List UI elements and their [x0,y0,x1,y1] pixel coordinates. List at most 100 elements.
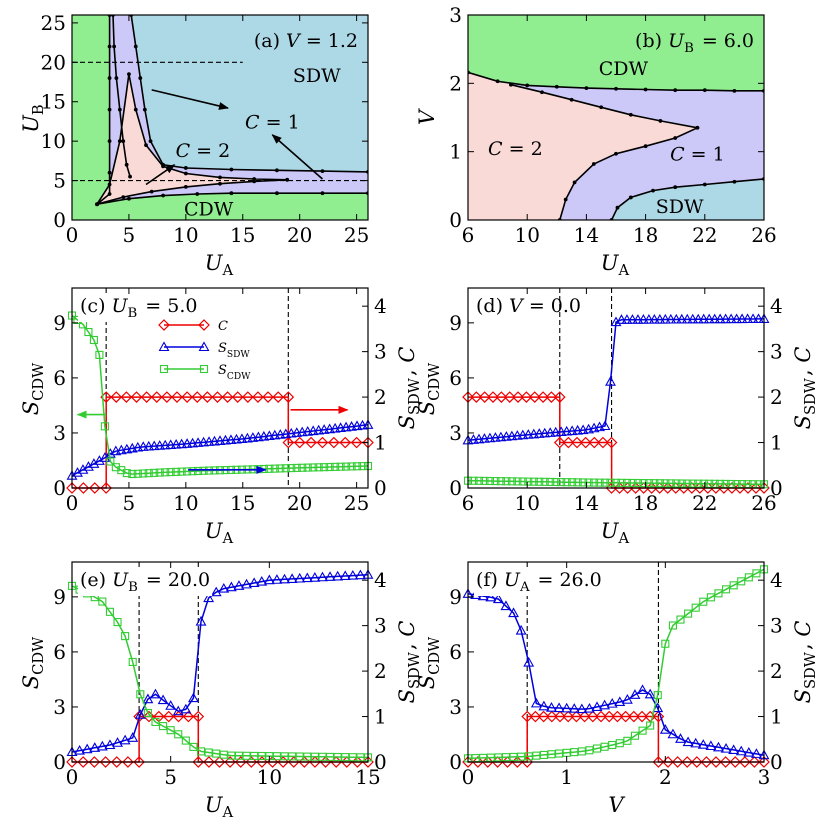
sdw-marker [241,432,253,443]
cdw-marker [546,477,555,486]
sdw-marker [165,700,177,710]
cdw-marker [524,477,533,486]
sdw-marker [157,694,169,705]
boundary-point [114,76,119,80]
y2-tick-label: 3 [770,340,783,364]
cdw-marker [89,335,98,345]
boundary-point [107,44,112,49]
cdw-marker [509,752,518,761]
c-marker [571,436,583,449]
boundary-point [121,139,126,144]
sdw-marker [485,591,497,602]
sdw-marker [134,709,146,719]
c-marker [605,436,618,449]
sdw-marker [652,702,664,713]
cdw-marker [570,748,579,757]
sdw-marker [294,572,306,583]
c-marker [603,710,616,723]
cdw-marker [105,607,114,616]
sdw-marker [539,427,551,438]
cdw-marker [615,739,624,748]
c-marker [282,391,295,403]
sdw-marker [72,467,83,477]
boundary-point [320,169,325,174]
c-marker [586,710,599,723]
boundary-point [107,139,112,144]
sdw-marker [220,434,231,445]
cdw-marker [737,577,746,586]
sdw-marker [176,438,188,449]
x-tick-label: 14 [574,223,599,247]
cdw-marker [100,422,109,431]
legend-label: SCDW [218,363,252,382]
boundary-point [702,88,707,93]
sdw-marker [632,314,644,324]
cdw-marker [347,462,356,471]
sdw-marker [279,573,290,584]
annotation-arrow [271,134,323,180]
sdw-marker [489,432,501,442]
x-tick-label: 15 [230,223,255,247]
c-marker [512,391,524,403]
label-c1: C = 1 [670,144,725,166]
cdw-marker [474,476,484,485]
cdw-marker [485,476,494,486]
cdw-marker [714,589,723,598]
sdw-marker [258,430,270,441]
sdw-marker [511,430,523,440]
y-tick-label: 9 [53,311,66,335]
boundary-point [144,143,148,147]
sdw-marker [621,314,633,324]
label-sdw: SDW [656,196,704,218]
cdw-marker [661,639,670,648]
sdw-marker [500,600,512,611]
cdw-marker [600,742,609,751]
sdw-marker [307,425,319,436]
cdw-marker [188,467,197,476]
y2-tick-label: 4 [374,294,387,318]
label-c2: C = 2 [488,138,543,160]
sdw-marker [248,577,260,588]
x-axis-label: UA [205,519,235,547]
cdw-marker [611,478,621,487]
cdw-marker [655,479,664,488]
cdw-marker [501,753,510,762]
y-tick-label: 0 [449,750,462,774]
cdw-marker [257,751,266,761]
sdw-marker [340,421,352,432]
cdw-marker [633,478,642,488]
cdw-marker [151,717,160,727]
boundary-point [107,170,112,175]
sdw-marker [112,737,123,747]
c-marker [158,319,170,331]
cdw-marker [177,467,186,476]
sdw-marker [621,694,633,704]
sdw-marker [675,733,686,743]
boundary-point [275,191,279,196]
c-marker [327,436,340,449]
sdw-marker [670,313,682,324]
cdw-marker [517,752,526,761]
cdw-marker [159,722,168,731]
sdw-marker [538,700,550,711]
sdw-marker [81,743,93,754]
x-tick-label: 20 [287,491,312,515]
y2-axis-label: SSDW , C [791,621,819,704]
cdw-marker [172,467,181,476]
x-tick-label: 5 [123,491,136,515]
cdw-marker [547,750,556,759]
c-marker [470,391,483,403]
boundary-point [732,179,737,184]
cdw-marker [716,479,725,488]
cdw-marker [694,479,703,488]
sdw-marker [583,702,595,713]
sdw-marker [690,737,702,748]
c-marker [503,391,516,403]
boundary-point [651,188,655,193]
sdw-marker [351,420,363,431]
axes-frame-e [71,561,369,763]
boundary-sdw-upper [609,177,764,220]
x-tick-label: 6 [462,491,475,515]
cdw-marker [295,752,304,761]
cdw-marker [608,740,617,750]
